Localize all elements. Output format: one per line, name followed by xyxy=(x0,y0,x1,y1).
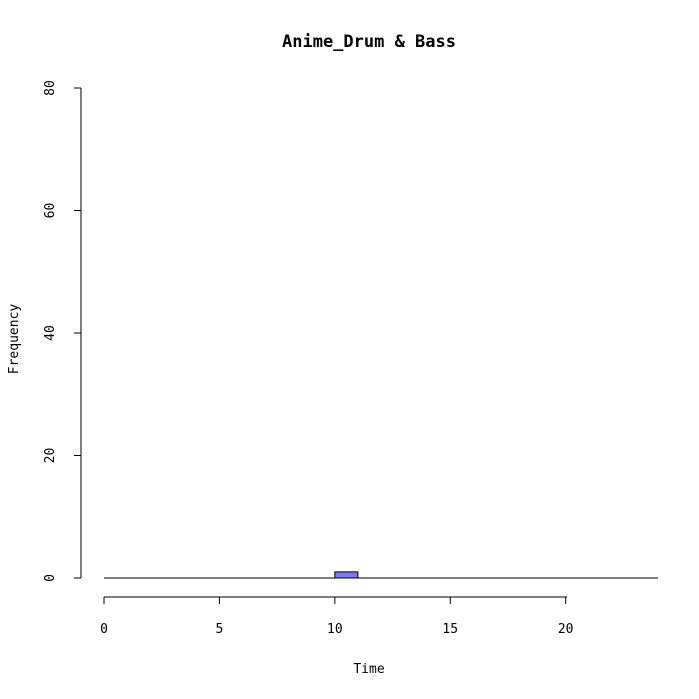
y-tick-label-80: 80 xyxy=(43,80,58,96)
y-axis-label: Frequency xyxy=(7,304,22,375)
histogram-bars xyxy=(334,571,359,579)
y-tick-label-40: 40 xyxy=(43,325,58,341)
x-axis-label: Time xyxy=(353,662,384,677)
x-tick-label-5: 5 xyxy=(216,622,224,637)
x-tick-label-15: 15 xyxy=(442,622,458,637)
y-tick-label-60: 60 xyxy=(43,203,58,219)
histogram-bar-0 xyxy=(334,571,359,579)
y-axis-ticks: 0 20 40 60 80 xyxy=(43,80,81,582)
x-tick-label-10: 10 xyxy=(327,622,343,637)
x-tick-label-20: 20 xyxy=(558,622,574,637)
x-tick-label-0: 0 xyxy=(100,622,108,637)
y-tick-label-20: 20 xyxy=(43,448,58,464)
y-tick-label-0: 0 xyxy=(43,574,58,582)
x-axis-ticks: 0 5 10 15 20 xyxy=(100,597,573,637)
chart-title: Anime_Drum & Bass xyxy=(282,32,456,52)
